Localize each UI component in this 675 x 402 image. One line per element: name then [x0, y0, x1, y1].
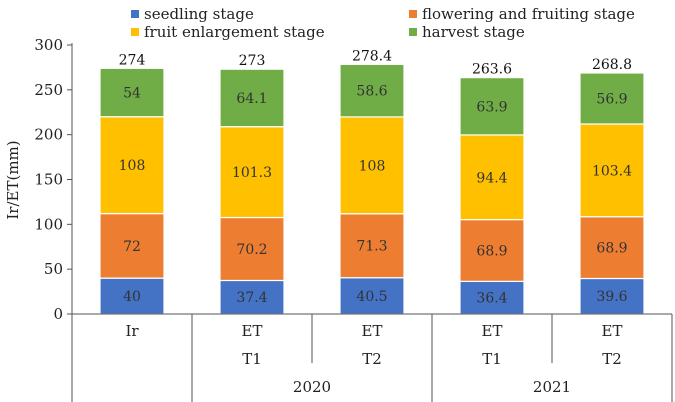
data-label: 108 — [359, 158, 386, 174]
x-tick-label: ET — [602, 322, 623, 340]
data-label: 37.4 — [236, 290, 267, 306]
bar-segment — [579, 277, 645, 315]
x-year-label: 2020 — [293, 378, 331, 396]
legend-label: seedling stage — [144, 5, 254, 23]
legend-label: flowering and fruiting stage — [422, 5, 635, 23]
legend-swatch — [409, 28, 417, 36]
data-label: 70.2 — [236, 242, 267, 258]
bar-segment — [339, 213, 405, 279]
data-label: 94.4 — [476, 170, 507, 186]
x-tick-label: ET — [482, 322, 503, 340]
data-label: 63.9 — [476, 99, 507, 115]
data-label: 71.3 — [356, 239, 387, 255]
legend-swatch — [409, 10, 417, 18]
x-tick-label: ET — [242, 322, 263, 340]
bar-segment — [219, 68, 285, 128]
y-tick-label: 200 — [34, 126, 63, 144]
data-label: 40.5 — [356, 289, 387, 305]
data-label: 103.4 — [592, 163, 632, 179]
y-tick-label: 100 — [34, 215, 63, 233]
total-label: 274 — [119, 52, 146, 68]
legend-swatch — [131, 10, 139, 18]
bar-segment — [459, 77, 525, 136]
data-label: 68.9 — [476, 243, 507, 259]
bar-segment — [219, 279, 285, 315]
data-label: 68.9 — [596, 241, 627, 257]
data-label: 56.9 — [596, 91, 627, 107]
bar-segment — [99, 67, 165, 118]
x-tick-label: ET — [362, 322, 383, 340]
plot-area: 40 72 108 54 274 37.4 70.2 101.3 64.1 273 40.5 71.3… — [99, 48, 645, 315]
bar-segment — [339, 63, 405, 118]
x-subgroup-label: T2 — [362, 350, 382, 368]
y-tick-label: 250 — [34, 81, 63, 99]
data-label: 101.3 — [232, 165, 272, 181]
x-year-label: 2021 — [533, 378, 571, 396]
data-label: 108 — [119, 158, 146, 174]
data-label: 72 — [123, 239, 141, 255]
x-subgroup-label: T2 — [602, 350, 622, 368]
bar-segment — [579, 216, 645, 280]
total-label: 263.6 — [472, 62, 512, 78]
bar-segment — [99, 277, 165, 315]
y-axis: 0 50 100 150 200 250 300 — [34, 36, 73, 323]
y-tick-label: 300 — [34, 36, 63, 54]
data-label: 39.6 — [596, 289, 627, 305]
legend-swatch — [131, 28, 139, 36]
data-label: 54 — [123, 86, 141, 102]
bar-segment — [99, 116, 165, 215]
legend-label: harvest stage — [422, 23, 525, 41]
bar-segment — [579, 72, 645, 125]
data-label: 36.4 — [476, 291, 507, 307]
data-label: 64.1 — [236, 91, 267, 107]
bar-segment — [339, 116, 405, 215]
data-label: 58.6 — [356, 84, 387, 100]
bar-segment — [99, 212, 165, 279]
legend-label: fruit enlargement stage — [144, 23, 325, 41]
x-axis: Ir ET T1 ET T2 ET T1 ET T2 2020 2021 — [71, 313, 673, 402]
y-tick-label: 0 — [53, 305, 63, 323]
x-subgroup-label: T1 — [482, 350, 502, 368]
legend: seedling stage flowering and fruiting sta… — [131, 5, 635, 41]
x-subgroup-label: T1 — [242, 350, 262, 368]
x-tick-label: Ir — [125, 322, 139, 340]
total-label: 278.4 — [352, 48, 392, 64]
y-tick-label: 150 — [34, 171, 63, 189]
bar-segment — [579, 123, 645, 218]
data-label: 40 — [123, 289, 141, 305]
total-label: 268.8 — [592, 57, 632, 73]
total-label: 273 — [239, 53, 266, 69]
y-axis-label: Ir/ET(mm) — [4, 140, 22, 219]
y-tick-label: 50 — [44, 260, 63, 278]
